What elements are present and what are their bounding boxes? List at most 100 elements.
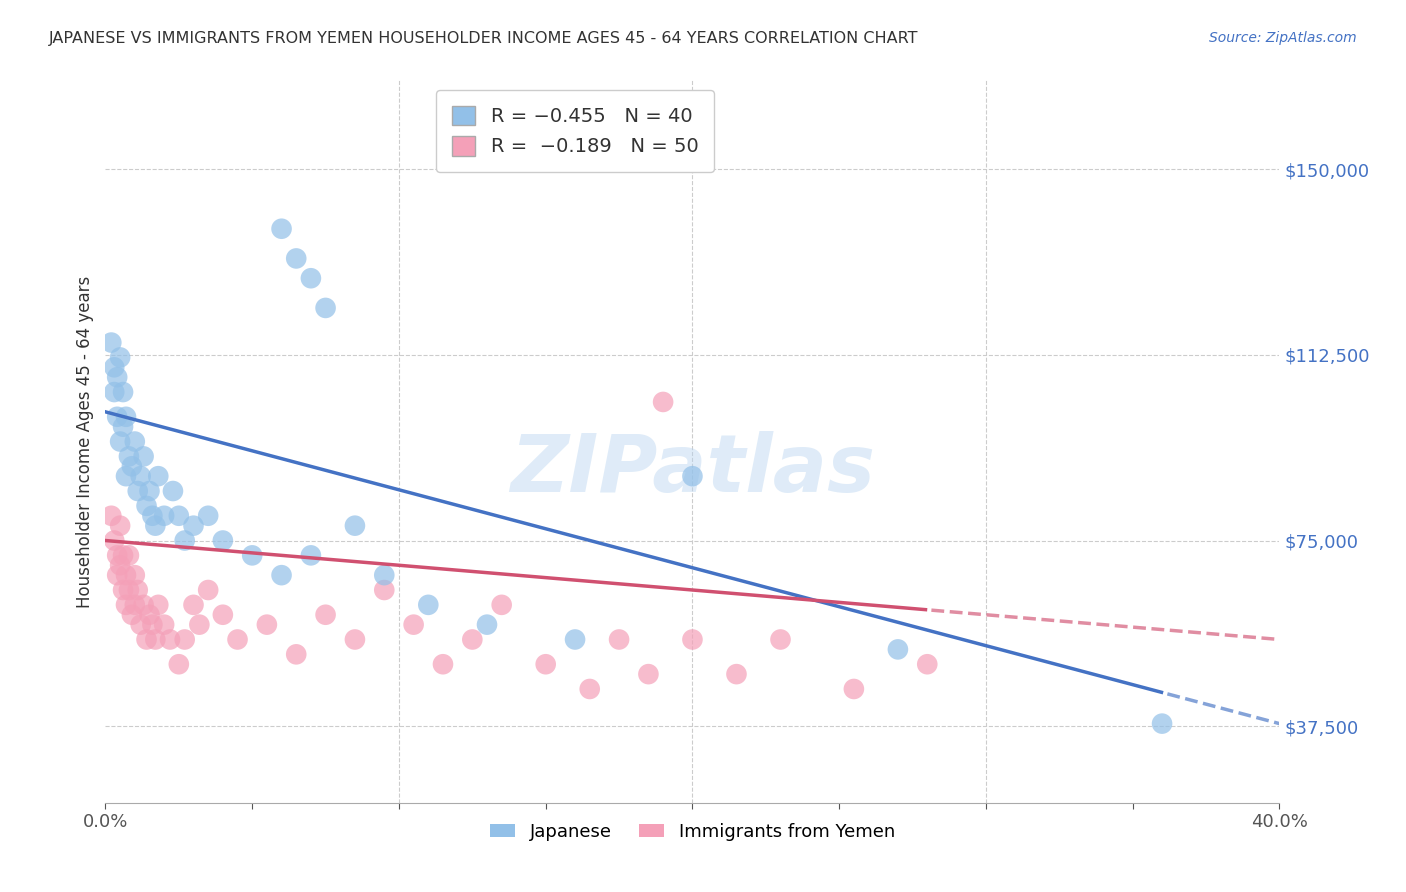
Text: ZIPatlas: ZIPatlas	[510, 432, 875, 509]
Point	[842, 681, 865, 696]
Point	[162, 483, 184, 498]
Point	[105, 549, 128, 563]
Point	[183, 598, 205, 612]
Point	[127, 483, 149, 498]
Point	[270, 568, 292, 582]
Point	[461, 632, 484, 647]
Point	[167, 508, 190, 523]
Point	[197, 582, 219, 597]
Point	[129, 617, 152, 632]
Point	[373, 568, 395, 582]
Point	[432, 657, 454, 672]
Point	[141, 617, 163, 632]
Point	[153, 617, 176, 632]
Point	[121, 459, 143, 474]
Point	[105, 409, 128, 424]
Point	[299, 271, 322, 285]
Point	[167, 657, 190, 672]
Point	[135, 499, 157, 513]
Point	[135, 632, 157, 647]
Point	[153, 508, 176, 523]
Point	[115, 409, 138, 424]
Point	[475, 617, 498, 632]
Point	[118, 549, 141, 563]
Point	[141, 508, 163, 523]
Point	[188, 617, 211, 632]
Point	[124, 598, 146, 612]
Point	[402, 617, 425, 632]
Point	[285, 648, 308, 662]
Point	[211, 607, 233, 622]
Point	[121, 607, 143, 622]
Text: Source: ZipAtlas.com: Source: ZipAtlas.com	[1209, 31, 1357, 45]
Point	[103, 360, 125, 375]
Point	[373, 582, 395, 597]
Point	[534, 657, 557, 672]
Point	[226, 632, 249, 647]
Point	[108, 518, 131, 533]
Point	[343, 632, 366, 647]
Point	[240, 549, 263, 563]
Point	[418, 598, 440, 612]
Point	[138, 483, 160, 498]
Point	[118, 582, 141, 597]
Point	[143, 632, 166, 647]
Point	[887, 642, 910, 657]
Point	[105, 370, 128, 384]
Point	[112, 385, 135, 400]
Point	[132, 598, 155, 612]
Point	[105, 568, 128, 582]
Point	[315, 301, 337, 315]
Point	[173, 632, 195, 647]
Point	[256, 617, 278, 632]
Point	[159, 632, 181, 647]
Point	[103, 385, 125, 400]
Point	[578, 681, 600, 696]
Point	[491, 598, 513, 612]
Point	[637, 667, 659, 681]
Point	[564, 632, 586, 647]
Text: JAPANESE VS IMMIGRANTS FROM YEMEN HOUSEHOLDER INCOME AGES 45 - 64 YEARS CORRELAT: JAPANESE VS IMMIGRANTS FROM YEMEN HOUSEH…	[49, 31, 918, 46]
Point	[118, 450, 141, 464]
Legend: Japanese, Immigrants from Yemen: Japanese, Immigrants from Yemen	[482, 815, 903, 848]
Point	[138, 607, 160, 622]
Point	[108, 558, 131, 573]
Point	[115, 598, 138, 612]
Point	[115, 568, 138, 582]
Point	[129, 469, 152, 483]
Point	[725, 667, 748, 681]
Point	[652, 395, 675, 409]
Point	[132, 450, 155, 464]
Point	[682, 469, 704, 483]
Point	[112, 582, 135, 597]
Point	[103, 533, 125, 548]
Point	[285, 252, 308, 266]
Point	[108, 434, 131, 449]
Point	[124, 568, 146, 582]
Point	[115, 469, 138, 483]
Point	[211, 533, 233, 548]
Point	[197, 508, 219, 523]
Point	[124, 434, 146, 449]
Point	[112, 549, 135, 563]
Point	[173, 533, 195, 548]
Point	[1150, 716, 1173, 731]
Y-axis label: Householder Income Ages 45 - 64 years: Householder Income Ages 45 - 64 years	[76, 276, 94, 607]
Point	[108, 351, 131, 365]
Point	[148, 598, 170, 612]
Point	[315, 607, 337, 622]
Point	[112, 419, 135, 434]
Point	[100, 335, 122, 350]
Point	[917, 657, 939, 672]
Point	[148, 469, 170, 483]
Point	[607, 632, 630, 647]
Point	[343, 518, 366, 533]
Point	[183, 518, 205, 533]
Point	[100, 508, 122, 523]
Point	[143, 518, 166, 533]
Point	[682, 632, 704, 647]
Point	[270, 221, 292, 235]
Point	[299, 549, 322, 563]
Point	[127, 582, 149, 597]
Point	[769, 632, 792, 647]
